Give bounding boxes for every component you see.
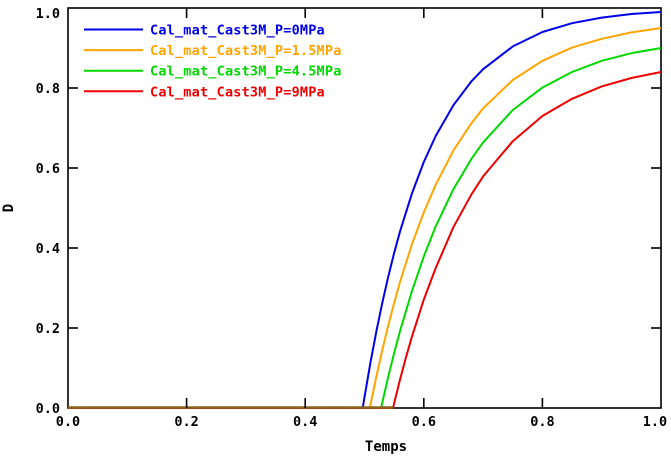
legend: Cal_mat_Cast3M_P=0MPa Cal_mat_Cast3M_P=1.… <box>84 23 342 100</box>
y-tick-label-0.8: 0.8 <box>36 81 60 97</box>
legend-label: Cal_mat_Cast3M_P=0MPa <box>150 23 325 39</box>
y-tick-labels: 0.0 0.2 0.4 0.6 0.8 1.0 <box>36 6 60 417</box>
y-axis-label: D <box>1 204 17 212</box>
y-tick-label-1.0: 1.0 <box>36 6 60 22</box>
x-tick-label-0.6: 0.6 <box>412 414 436 430</box>
x-tick-label-0.8: 0.8 <box>530 414 554 430</box>
y-tick-label-0.0: 0.0 <box>36 401 60 417</box>
x-tick-labels: 0.0 0.2 0.4 0.6 0.8 1.0 <box>56 414 667 430</box>
legend-label: Cal_mat_Cast3M_P=4.5MPa <box>150 64 342 80</box>
y-tick-label-0.4: 0.4 <box>36 241 60 257</box>
legend-item-Cal_mat_Cast3M_P=1.5MPa: Cal_mat_Cast3M_P=1.5MPa <box>84 43 342 59</box>
x-tick-label-1.0: 1.0 <box>643 414 667 430</box>
curve-Cal_mat_Cast3M_P=1.5MPa <box>68 27 662 409</box>
x-tick-label-0.0: 0.0 <box>56 414 80 430</box>
axis-ticks <box>68 8 661 408</box>
y-tick-label-0.2: 0.2 <box>36 321 60 337</box>
curve-Cal_mat_Cast3M_P=0MPa <box>68 11 662 409</box>
legend-item-Cal_mat_Cast3M_P=4.5MPa: Cal_mat_Cast3M_P=4.5MPa <box>84 64 342 80</box>
y-tick-label-0.6: 0.6 <box>36 161 60 177</box>
x-tick-label-0.4: 0.4 <box>293 414 317 430</box>
curve-Cal_mat_Cast3M_P=4.5MPa <box>68 47 662 409</box>
legend-item-Cal_mat_Cast3M_P=9MPa: Cal_mat_Cast3M_P=9MPa <box>84 84 325 100</box>
legend-label: Cal_mat_Cast3M_P=9MPa <box>150 84 325 100</box>
curve-Cal_mat_Cast3M_P=9MPa <box>68 71 662 409</box>
x-tick-label-0.2: 0.2 <box>174 414 198 430</box>
legend-item-Cal_mat_Cast3M_P=0MPa: Cal_mat_Cast3M_P=0MPa <box>84 23 325 39</box>
legend-label: Cal_mat_Cast3M_P=1.5MPa <box>150 43 342 59</box>
x-axis-label: Temps <box>365 439 407 455</box>
curve-series-group <box>68 11 662 409</box>
